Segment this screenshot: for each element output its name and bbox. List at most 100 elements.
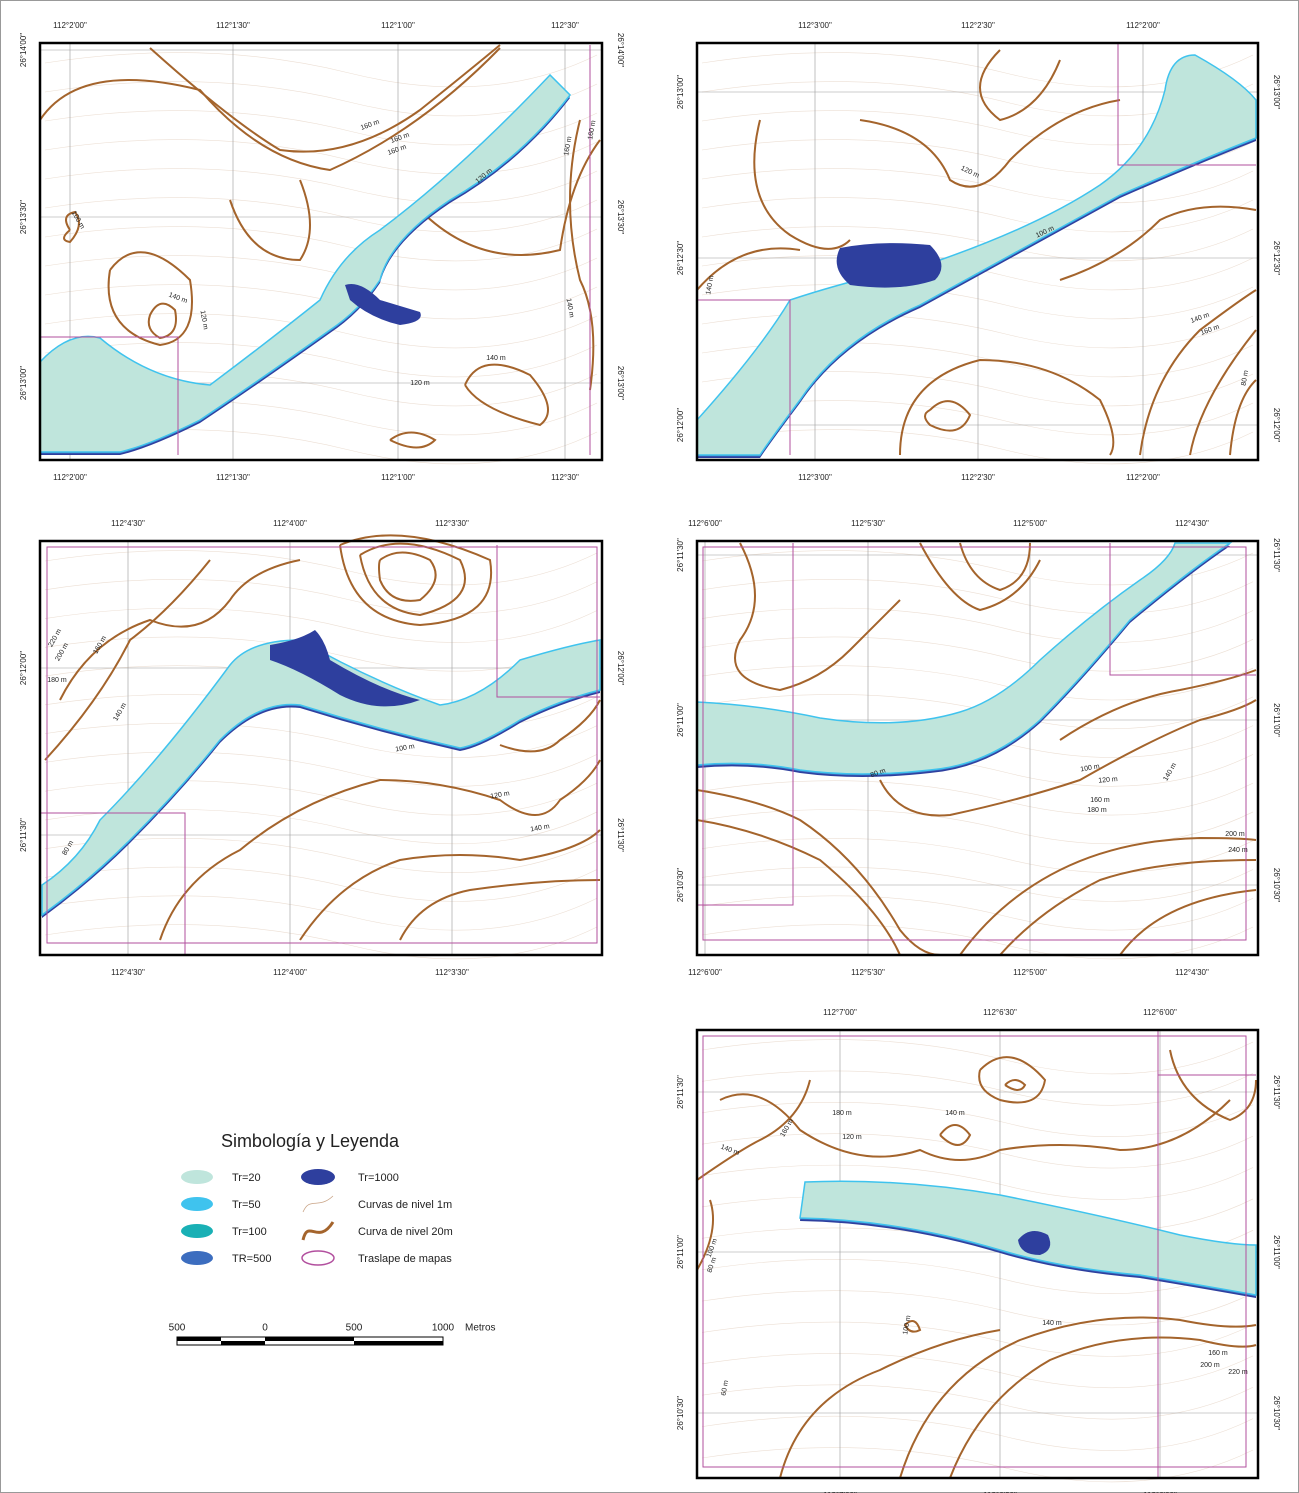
coord-label: 112°3'00" [798, 21, 832, 30]
coord-label: 26°13'00" [19, 366, 28, 400]
coord-label: 112°6'30" [983, 1008, 1017, 1017]
contour-20m [569, 119, 595, 391]
contour-20m [149, 44, 501, 153]
coord-label: 112°4'30" [111, 519, 145, 528]
contour-20m [904, 1320, 922, 1333]
legend: Simbología y Leyenda Tr=20 Tr=50 Tr=100 … [181, 1131, 453, 1266]
fine-contour [701, 1290, 1254, 1326]
coord-label: 26°11'00" [1272, 1235, 1281, 1269]
map-panel: 112°3'00" 112°3'00" 112°2'30" 112°2'30" 112°… [676, 21, 1281, 482]
fine-contour [44, 579, 598, 614]
swatch [181, 1224, 213, 1238]
fine-contour [44, 313, 598, 349]
fine-contour [44, 168, 598, 204]
legend-item: Tr=20 [232, 1172, 261, 1184]
contour-20m [44, 559, 211, 761]
contour-20m [59, 559, 301, 701]
coord-label: 112°5'00" [1013, 968, 1047, 977]
map-panel: 112°2'00" 112°2'00" 112°1'30" 112°1'30" 112°… [19, 21, 625, 482]
fine-contour [44, 751, 598, 787]
scale-seg [265, 1337, 354, 1341]
map-overlap [697, 299, 791, 455]
map-overlap [702, 1035, 1247, 1468]
contour-20m [159, 759, 601, 941]
coord-label: 26°12'30" [676, 241, 685, 275]
coord-label: 26°11'30" [676, 1075, 685, 1109]
scale-seg [177, 1337, 221, 1341]
contour-20m [464, 363, 549, 427]
coord-label: 112°6'00" [1143, 1491, 1177, 1493]
coord-label: 112°2'00" [1126, 21, 1160, 30]
fine-contour [701, 838, 1254, 873]
coord-label: 112°7'00" [823, 1008, 857, 1017]
map-overlap [697, 543, 794, 906]
coord-label: 112°3'30" [435, 519, 469, 528]
coord-label: 112°2'30" [961, 473, 995, 482]
panel-frame [38, 41, 604, 462]
contour-label: 120 m [199, 310, 209, 331]
contour-20m [959, 836, 1257, 956]
coord-label: 26°10'30" [676, 1396, 685, 1430]
coord-label: 26°11'30" [676, 538, 685, 572]
contour-20m [734, 542, 901, 692]
map-overlap [496, 545, 600, 698]
legend-item: Tr=50 [232, 1199, 261, 1211]
contour-20m [899, 1316, 1257, 1479]
contour-20m [419, 139, 601, 256]
scale-unit: Metros [465, 1323, 496, 1334]
contour-label: 100 m [395, 743, 416, 753]
contour-20m [899, 358, 1115, 456]
contour-20m [949, 1336, 1257, 1479]
fine-contour [701, 429, 1254, 465]
contour-20m [999, 859, 1257, 956]
coord-label: 26°14'00" [19, 33, 28, 67]
scale-label: 1000 [432, 1323, 455, 1334]
contour-label: 200 m [1225, 831, 1245, 838]
map-overlap [46, 546, 598, 944]
fine-contour [701, 1133, 1254, 1169]
fine-contour [44, 924, 598, 960]
panel-frame-fill [40, 541, 602, 955]
coord-label: 112°4'00" [273, 968, 307, 977]
contour-label: 140 m [945, 1110, 965, 1117]
contour-label: 100 m [1080, 763, 1101, 773]
contour-20m [147, 302, 177, 340]
contour-label: 160 m [1208, 1350, 1228, 1357]
contour-20m [978, 1056, 1047, 1104]
contour-20m [696, 1079, 811, 1181]
fine-contour [701, 665, 1254, 701]
contour-label: 180 m [832, 1110, 852, 1117]
legend-item: TR=500 [232, 1253, 271, 1265]
contour-label: 160 m [587, 120, 597, 141]
contour-20m [389, 431, 437, 449]
coord-label: 112°2'00" [53, 473, 87, 482]
coord-label: 112°7'00" [823, 1491, 857, 1493]
swatch [301, 1250, 335, 1266]
scale-label: 500 [169, 1323, 186, 1334]
map-overlap [1117, 43, 1256, 166]
contour-20m [1229, 379, 1257, 456]
coord-label: 26°12'00" [616, 651, 625, 685]
contour-label: 140 m [530, 823, 551, 833]
contour-label: 160 m [563, 136, 573, 157]
contour-20m [1189, 329, 1257, 456]
contour-label: 140 m [486, 355, 506, 362]
fine-contour [701, 255, 1254, 291]
scale-seg [354, 1341, 443, 1345]
contour-label: 140 m [1042, 1320, 1062, 1327]
coord-label: 112°4'30" [1175, 968, 1209, 977]
contour-20m [359, 542, 466, 617]
fine-contour [44, 342, 598, 378]
fine-contour [701, 284, 1254, 320]
coord-label: 112°5'00" [1013, 519, 1047, 528]
contour-20m [924, 400, 972, 432]
coord-label: 112°30" [551, 21, 579, 30]
contour-label: 120 m [410, 380, 430, 387]
coord-label: 26°14'00" [616, 33, 625, 67]
contour-label: 120 m [1098, 776, 1118, 785]
swatch [301, 1169, 335, 1185]
coord-label: 26°11'30" [616, 818, 625, 852]
coord-label: 26°13'30" [616, 200, 625, 234]
contour-20m [63, 210, 80, 244]
fine-contour [44, 197, 598, 233]
